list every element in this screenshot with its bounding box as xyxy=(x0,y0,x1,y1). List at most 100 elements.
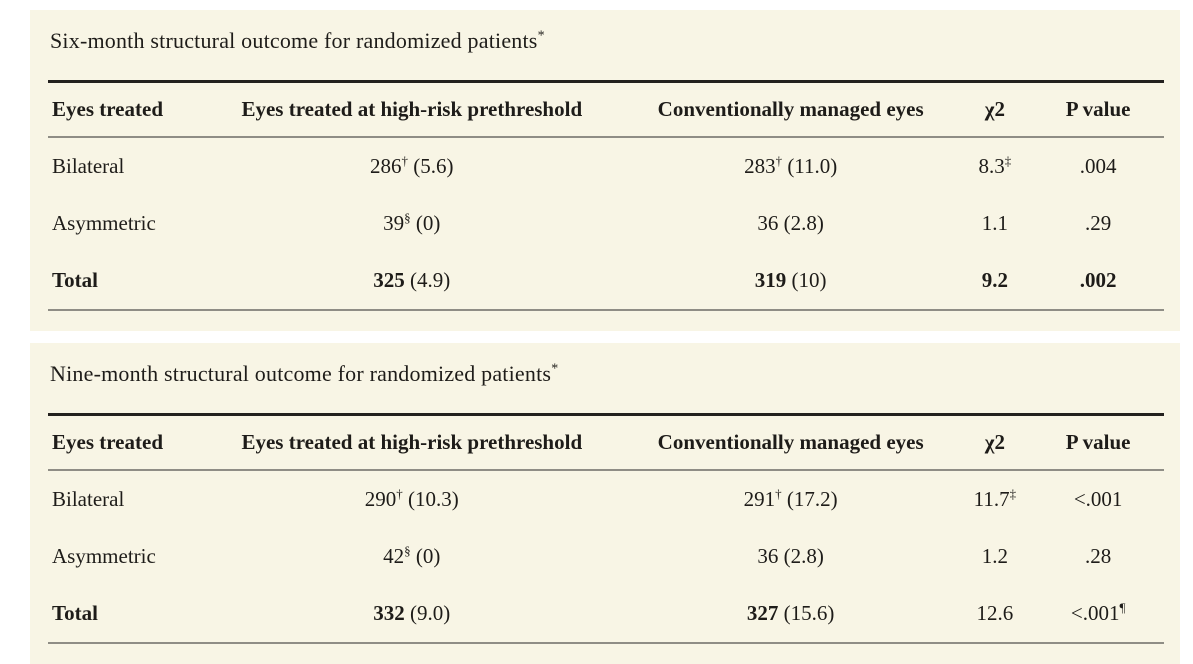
table-cell: 291† (17.2) xyxy=(624,470,958,528)
table-cell: 327 (15.6) xyxy=(623,585,958,644)
cell-superscript: ¶ xyxy=(1119,600,1126,615)
table-cell: .28 xyxy=(1032,528,1164,585)
cell-text: 1.2 xyxy=(981,544,1009,568)
table-cell: 39§ (0) xyxy=(200,195,624,252)
cell-text: (15.6) xyxy=(778,601,835,625)
table-cell: Asymmetric xyxy=(48,195,200,252)
cell-text: (11.0) xyxy=(782,154,838,178)
column-header: Eyes treated at high-risk prethreshold xyxy=(199,80,624,138)
data-table: Eyes treated Eyes treated at high-risk pr… xyxy=(48,413,1164,644)
cell-text: (10) xyxy=(786,268,827,292)
table-title-superscript: * xyxy=(551,361,559,377)
cell-text: 286 xyxy=(370,154,402,178)
cell-text: 291 xyxy=(743,487,776,511)
cell-text: 283 xyxy=(744,154,776,178)
cell-superscript: § xyxy=(404,210,411,225)
cell-superscript: † xyxy=(775,486,782,501)
cell-text: Asymmetric xyxy=(52,544,156,568)
cell-superscript: ‡ xyxy=(1004,153,1012,168)
table-row: Asymmetric 42§ (0) 36 (2.8) 1.2 .28 xyxy=(48,528,1164,585)
table-title-superscript: * xyxy=(537,28,545,44)
table-title-text: Nine-month structural outcome for random… xyxy=(50,361,552,386)
cell-text: 8.3 xyxy=(978,154,1005,178)
cell-text: <.001 xyxy=(1070,601,1120,625)
cell-text: 290 xyxy=(364,487,397,511)
cell-text: Bilateral xyxy=(52,154,125,178)
cell-superscript: § xyxy=(404,543,411,558)
cell-text: 325 xyxy=(373,268,405,292)
table-cell: 325 (4.9) xyxy=(199,252,624,311)
table-cell: .004 xyxy=(1032,137,1164,195)
cell-text: .002 xyxy=(1079,268,1117,292)
column-header: Conventionally managed eyes xyxy=(623,413,958,471)
table-cell: <.001¶ xyxy=(1032,585,1164,644)
table-panel: Nine-month structural outcome for random… xyxy=(30,343,1180,664)
cell-superscript: † xyxy=(396,486,403,501)
cell-superscript: † xyxy=(775,153,783,168)
table-cell: Asymmetric xyxy=(48,528,200,585)
cell-text: 36 (2.8) xyxy=(757,211,824,235)
cell-text: 12.6 xyxy=(976,601,1014,625)
table-cell: <.001 xyxy=(1032,470,1164,528)
table-cell: Total xyxy=(48,585,200,644)
table-row: Total 332 (9.0) 327 (15.6) 12.6 <.001¶ xyxy=(48,585,1164,644)
table-row: Bilateral 290† (10.3) 291† (17.2) 11.7‡ <.00… xyxy=(48,470,1164,528)
table-cell: 319 (10) xyxy=(623,252,958,311)
cell-text: 9.2 xyxy=(981,268,1009,292)
cell-text: <.001 xyxy=(1073,487,1123,511)
cell-superscript: † xyxy=(401,153,409,168)
cell-text: 11.7 xyxy=(973,487,1010,511)
column-header: Eyes treated xyxy=(48,80,200,138)
table-cell: .002 xyxy=(1032,252,1164,311)
column-header: P value xyxy=(1032,413,1164,471)
column-header: χ2 xyxy=(957,80,1033,138)
cell-text: Total xyxy=(52,268,98,292)
column-header: Conventionally managed eyes xyxy=(623,80,958,138)
table-title-text: Six-month structural outcome for randomi… xyxy=(50,28,538,53)
table-cell: 290† (10.3) xyxy=(200,470,624,528)
table-panel: Six-month structural outcome for randomi… xyxy=(30,10,1180,331)
cell-text: 327 xyxy=(746,601,779,625)
page: Six-month structural outcome for randomi… xyxy=(30,10,1180,664)
table-body: Bilateral 286† (5.6) 283† (11.0) 8.3‡ .004 As… xyxy=(48,137,1164,311)
cell-text: 332 xyxy=(373,601,405,625)
cell-superscript: ‡ xyxy=(1009,486,1017,501)
table-cell: 12.6 xyxy=(957,585,1033,644)
cell-text: (10.3) xyxy=(402,487,459,511)
cell-text: 36 (2.8) xyxy=(757,544,824,568)
table-cell: 36 (2.8) xyxy=(624,528,958,585)
cell-text: Total xyxy=(52,601,98,625)
column-header: χ2 xyxy=(957,413,1033,471)
cell-text: Asymmetric xyxy=(52,211,156,235)
column-header: Eyes treated at high-risk prethreshold xyxy=(199,413,624,471)
header-row: Eyes treated Eyes treated at high-risk pr… xyxy=(48,413,1164,471)
column-header: Eyes treated xyxy=(48,413,200,471)
table-row: Total 325 (4.9) 319 (10) 9.2.002 xyxy=(48,252,1164,311)
table-cell: 1.1 xyxy=(958,195,1033,252)
cell-text: .29 xyxy=(1085,211,1112,235)
cell-text: (0) xyxy=(410,544,441,568)
column-header: P value xyxy=(1032,80,1164,138)
cell-text: 42 xyxy=(383,544,405,568)
table-cell: 332 (9.0) xyxy=(199,585,624,644)
cell-text: (9.0) xyxy=(404,601,451,625)
table-cell: 283† (11.0) xyxy=(624,137,958,195)
table-cell: 9.2 xyxy=(957,252,1033,311)
table-cell: .29 xyxy=(1032,195,1164,252)
cell-text: 39 xyxy=(383,211,405,235)
cell-text: Bilateral xyxy=(52,487,125,511)
cell-text: .004 xyxy=(1079,154,1117,178)
tables-container: Six-month structural outcome for randomi… xyxy=(30,10,1180,664)
table-cell: Total xyxy=(48,252,200,311)
cell-text: (0) xyxy=(410,211,441,235)
table-row: Asymmetric 39§ (0) 36 (2.8) 1.1 .29 xyxy=(48,195,1164,252)
table-cell: Bilateral xyxy=(48,470,200,528)
table-cell: Bilateral xyxy=(48,137,200,195)
table-cell: 1.2 xyxy=(958,528,1033,585)
cell-text: (4.9) xyxy=(404,268,451,292)
table-cell: 36 (2.8) xyxy=(624,195,958,252)
cell-text: 1.1 xyxy=(981,211,1009,235)
header-row: Eyes treated Eyes treated at high-risk pr… xyxy=(48,80,1164,138)
data-table: Eyes treated Eyes treated at high-risk pr… xyxy=(48,80,1164,311)
table-cell: 42§ (0) xyxy=(200,528,624,585)
